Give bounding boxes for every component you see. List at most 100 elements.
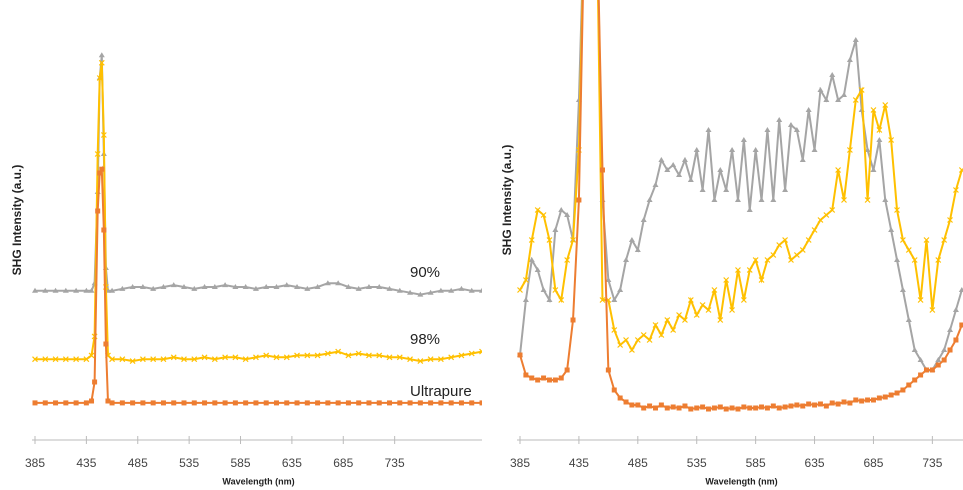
marker <box>191 285 198 291</box>
marker <box>540 212 547 218</box>
marker <box>758 277 765 283</box>
marker <box>458 285 465 291</box>
marker <box>882 394 888 400</box>
marker <box>314 284 321 289</box>
marker <box>407 356 413 363</box>
marker <box>829 207 836 213</box>
marker <box>670 327 677 333</box>
marker <box>805 237 812 243</box>
marker <box>53 400 59 406</box>
marker <box>634 247 641 252</box>
marker <box>546 377 552 383</box>
marker <box>682 317 688 323</box>
marker <box>540 287 547 292</box>
marker <box>273 354 280 361</box>
marker <box>546 237 553 243</box>
marker <box>846 57 853 62</box>
marker <box>629 402 635 408</box>
marker <box>782 237 789 243</box>
marker <box>623 337 629 343</box>
marker <box>829 400 835 406</box>
marker <box>314 352 321 359</box>
marker <box>448 400 454 406</box>
marker <box>438 400 444 406</box>
marker <box>89 398 95 404</box>
marker <box>201 354 208 361</box>
marker <box>746 267 753 273</box>
marker <box>841 197 847 203</box>
marker <box>676 405 682 411</box>
marker <box>640 332 647 338</box>
marker <box>823 212 830 218</box>
marker <box>335 280 342 286</box>
marker <box>366 352 372 359</box>
marker <box>437 287 444 293</box>
marker <box>941 357 947 363</box>
marker <box>865 397 871 403</box>
marker <box>222 282 229 288</box>
marker <box>823 403 829 409</box>
marker <box>417 291 424 297</box>
marker <box>899 237 906 243</box>
marker <box>88 352 95 359</box>
marker <box>479 400 482 406</box>
series-label: Ultrapure <box>410 383 472 400</box>
marker <box>232 400 238 406</box>
marker <box>853 397 859 403</box>
marker <box>687 297 694 303</box>
marker <box>356 400 362 406</box>
marker <box>564 212 571 217</box>
marker <box>693 312 700 318</box>
marker <box>776 117 783 122</box>
marker <box>345 284 352 289</box>
x-tick-label: 435 <box>569 456 589 470</box>
marker <box>923 237 930 243</box>
marker <box>232 354 239 361</box>
marker <box>212 400 218 406</box>
marker <box>129 358 136 365</box>
marker <box>658 157 665 162</box>
marker <box>397 400 403 406</box>
marker <box>676 172 683 177</box>
marker <box>729 147 736 152</box>
x-tick-label: 535 <box>179 456 199 470</box>
series-line <box>519 0 963 352</box>
marker <box>62 356 69 363</box>
marker <box>387 400 393 406</box>
marker <box>800 403 806 409</box>
marker <box>864 147 871 152</box>
marker <box>770 197 777 202</box>
x-tick-label: 635 <box>805 456 825 470</box>
marker <box>119 400 125 406</box>
marker <box>776 242 783 248</box>
marker <box>355 285 362 291</box>
marker <box>437 356 444 363</box>
marker <box>52 356 59 363</box>
series-line <box>519 0 963 371</box>
marker <box>139 284 146 289</box>
marker <box>576 197 582 203</box>
marker <box>139 356 146 363</box>
marker <box>283 282 290 288</box>
marker <box>95 208 101 214</box>
marker <box>953 187 959 193</box>
marker <box>32 356 38 363</box>
marker <box>852 37 859 42</box>
marker <box>211 356 218 363</box>
marker <box>835 167 842 173</box>
marker <box>202 400 208 406</box>
marker <box>100 132 107 138</box>
marker <box>92 379 98 385</box>
marker <box>468 350 475 357</box>
marker <box>284 400 290 406</box>
marker <box>109 287 116 293</box>
marker <box>263 400 269 406</box>
marker <box>687 177 694 182</box>
marker <box>741 404 747 410</box>
marker <box>160 400 166 406</box>
marker <box>42 287 49 293</box>
marker <box>417 358 424 365</box>
marker <box>294 284 301 289</box>
marker <box>811 147 818 152</box>
marker <box>646 337 653 343</box>
